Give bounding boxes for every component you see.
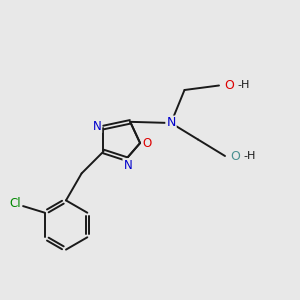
Text: -H: -H (244, 151, 256, 161)
Text: N: N (92, 119, 101, 133)
Text: Cl: Cl (9, 197, 20, 210)
Text: O: O (225, 79, 234, 92)
Text: N: N (166, 116, 176, 130)
Text: N: N (123, 159, 132, 172)
Text: O: O (142, 136, 151, 149)
Text: O: O (231, 149, 240, 163)
Text: -H: -H (238, 80, 250, 90)
